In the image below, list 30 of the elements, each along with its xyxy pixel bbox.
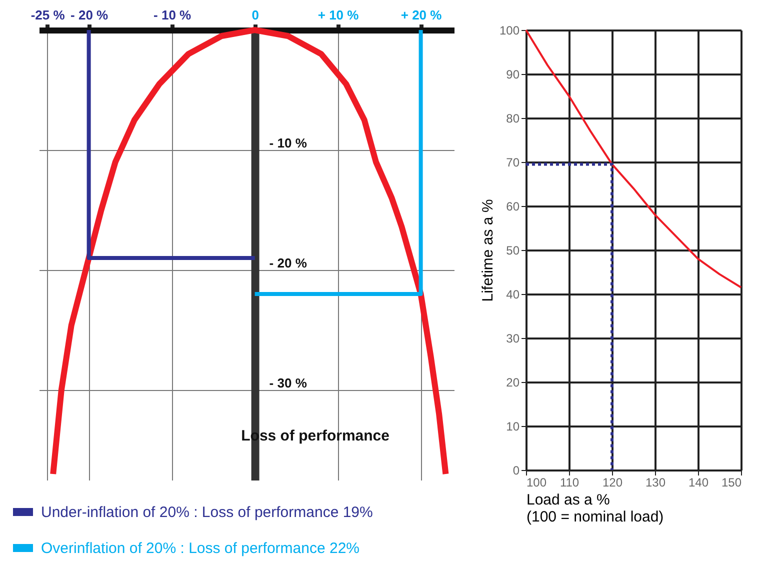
- y-axis-title: Lifetime as a %: [479, 199, 496, 302]
- x-tick-label: 130: [645, 476, 666, 490]
- y-tick-label: 50: [506, 244, 520, 258]
- x-tick-label: - 20 %: [70, 8, 109, 22]
- x-tick-label: 120: [602, 476, 623, 490]
- y-tick-label: - 20 %: [269, 256, 308, 270]
- x-tick-label: 110: [560, 476, 580, 490]
- y-tick-label: 90: [506, 68, 520, 82]
- x-tick-label: 100: [526, 476, 547, 490]
- y-tick-label: 80: [506, 112, 520, 126]
- x-tick-label: 150: [721, 476, 742, 490]
- x-tick-label: + 20 %: [400, 8, 442, 22]
- x-tick-label: 140: [688, 476, 709, 490]
- y-tick-label: 30: [506, 332, 520, 346]
- y-tick-label: 100: [499, 24, 520, 38]
- y-tick-label: - 10 %: [269, 136, 308, 150]
- legend-label: Overinflation of 20% : Loss of performance 22%: [41, 540, 360, 557]
- y-tick-label: 40: [506, 288, 520, 302]
- x-tick-label: - 10 %: [154, 8, 192, 22]
- y-tick-label: 10: [506, 420, 520, 434]
- y-tick-label: 60: [506, 200, 520, 214]
- x-tick-label: 0: [252, 8, 259, 22]
- y-tick-label: 70: [506, 156, 520, 170]
- x-axis-title: Load as a % (100 = nominal load): [526, 492, 664, 526]
- legend-label: Under-inflation of 20% : Loss of performance 19%: [41, 504, 373, 521]
- x-tick-label: -25 %: [30, 8, 66, 22]
- y-tick-label: - 30 %: [269, 376, 308, 390]
- y-tick-label: 20: [506, 376, 520, 390]
- y-tick-label: 0: [512, 464, 520, 478]
- x-tick-label: + 10 %: [318, 8, 360, 22]
